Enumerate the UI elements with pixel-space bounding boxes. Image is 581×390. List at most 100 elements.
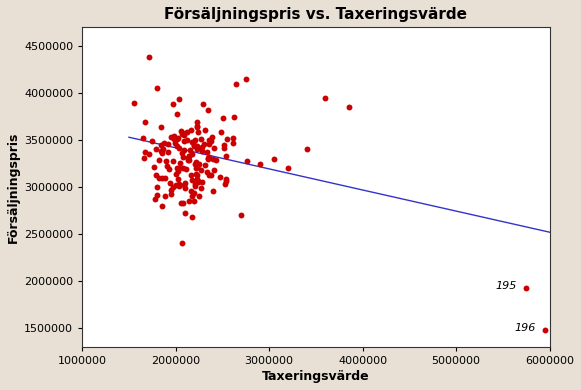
Point — [162, 158, 171, 165]
Point — [152, 184, 162, 190]
Point — [191, 136, 200, 143]
Point — [174, 145, 184, 151]
Point — [184, 157, 193, 163]
Point — [172, 136, 181, 142]
Point — [168, 158, 178, 164]
Point — [203, 155, 213, 161]
Point — [209, 188, 218, 194]
Point — [141, 149, 150, 156]
Point — [185, 153, 194, 159]
Point — [191, 170, 200, 177]
Point — [220, 142, 229, 148]
Point — [149, 164, 158, 170]
Point — [196, 167, 206, 173]
Point — [150, 196, 160, 202]
Point — [199, 101, 208, 107]
Point — [177, 130, 187, 136]
Point — [167, 134, 176, 140]
Point — [243, 158, 252, 165]
Point — [220, 145, 229, 151]
Point — [173, 165, 182, 171]
Point — [205, 154, 214, 160]
Point — [198, 179, 207, 185]
Point — [154, 157, 163, 163]
Point — [283, 165, 292, 171]
Point — [193, 145, 202, 151]
Point — [218, 115, 227, 122]
Point — [189, 142, 199, 148]
Point — [195, 193, 204, 199]
Point — [157, 150, 167, 156]
Point — [540, 327, 550, 333]
Point — [192, 146, 202, 152]
Point — [139, 135, 148, 142]
Point — [192, 164, 202, 170]
Point — [212, 157, 221, 163]
Point — [176, 200, 185, 206]
Point — [168, 101, 178, 107]
Point — [200, 127, 210, 133]
Point — [236, 212, 246, 218]
Point — [229, 114, 238, 120]
Point — [164, 140, 173, 147]
Point — [182, 137, 191, 144]
Y-axis label: Försäljningspris: Försäljningspris — [7, 131, 20, 243]
Point — [193, 129, 203, 135]
Point — [174, 181, 184, 187]
Point — [192, 124, 201, 130]
Point — [184, 157, 193, 163]
Point — [164, 166, 173, 172]
Point — [187, 177, 196, 183]
Point — [196, 135, 206, 142]
Point — [178, 154, 188, 160]
Point — [162, 163, 171, 169]
Point — [221, 177, 231, 184]
Point — [172, 142, 181, 149]
Point — [191, 181, 200, 188]
Point — [187, 188, 196, 194]
Point — [202, 149, 211, 155]
Point — [176, 128, 185, 134]
Point — [192, 123, 201, 129]
Point — [208, 133, 217, 140]
Point — [174, 165, 184, 172]
Point — [255, 160, 264, 167]
Point — [241, 76, 250, 82]
Point — [216, 174, 225, 180]
Point — [197, 147, 206, 154]
Point — [191, 165, 200, 171]
Point — [158, 175, 167, 181]
Point — [178, 165, 187, 171]
Point — [177, 240, 187, 246]
Point — [191, 159, 200, 165]
Point — [180, 182, 189, 188]
Point — [522, 285, 531, 291]
Point — [178, 150, 187, 156]
Point — [221, 152, 230, 159]
Point — [156, 124, 166, 130]
Point — [159, 140, 168, 146]
Point — [302, 146, 311, 152]
Point — [156, 142, 166, 148]
Point — [193, 178, 203, 184]
Point — [208, 156, 217, 163]
Point — [152, 84, 162, 90]
Point — [205, 141, 214, 147]
Point — [175, 160, 185, 167]
Point — [210, 145, 219, 151]
Point — [171, 171, 180, 177]
Point — [180, 137, 189, 144]
Point — [193, 179, 203, 185]
Point — [194, 161, 203, 167]
Point — [166, 186, 175, 193]
Point — [193, 176, 202, 183]
Point — [189, 190, 199, 196]
Point — [232, 81, 241, 87]
Point — [152, 192, 162, 199]
Point — [173, 110, 182, 117]
Point — [193, 143, 202, 149]
Point — [217, 129, 226, 135]
Point — [169, 133, 178, 139]
Point — [151, 172, 160, 178]
Point — [221, 176, 231, 183]
